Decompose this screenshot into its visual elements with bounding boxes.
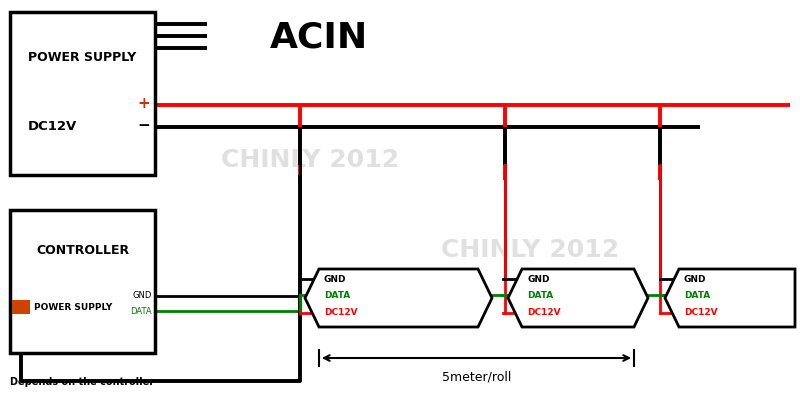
Text: DATA: DATA bbox=[324, 291, 350, 299]
Text: GND: GND bbox=[324, 275, 346, 284]
Bar bbox=[10, 12, 155, 175]
Text: POWER SUPPLY: POWER SUPPLY bbox=[34, 303, 112, 312]
Text: CHINLY 2012: CHINLY 2012 bbox=[221, 148, 399, 172]
Bar bbox=[10, 210, 155, 353]
Text: DC12V: DC12V bbox=[28, 120, 78, 133]
Text: GND: GND bbox=[133, 291, 152, 300]
Text: ACIN: ACIN bbox=[270, 20, 368, 54]
Text: DATA: DATA bbox=[684, 291, 710, 299]
Text: DATA: DATA bbox=[130, 307, 152, 316]
Text: +: + bbox=[138, 96, 150, 111]
Polygon shape bbox=[508, 269, 648, 327]
Text: DC12V: DC12V bbox=[684, 308, 718, 317]
Text: GND: GND bbox=[527, 275, 550, 284]
Bar bbox=[12, 300, 30, 314]
Text: GND: GND bbox=[684, 275, 706, 284]
Polygon shape bbox=[665, 269, 795, 327]
Polygon shape bbox=[305, 269, 492, 327]
Text: 5meter/roll: 5meter/roll bbox=[442, 370, 511, 383]
Text: DC12V: DC12V bbox=[324, 308, 358, 317]
Text: CHINLY 2012: CHINLY 2012 bbox=[441, 238, 619, 262]
Text: −: − bbox=[138, 117, 150, 132]
Text: DATA: DATA bbox=[527, 291, 554, 299]
Text: POWER SUPPLY: POWER SUPPLY bbox=[28, 51, 137, 64]
Text: DC12V: DC12V bbox=[527, 308, 561, 317]
Text: CONTROLLER: CONTROLLER bbox=[36, 244, 129, 256]
Text: Depends on the controller: Depends on the controller bbox=[10, 377, 154, 387]
